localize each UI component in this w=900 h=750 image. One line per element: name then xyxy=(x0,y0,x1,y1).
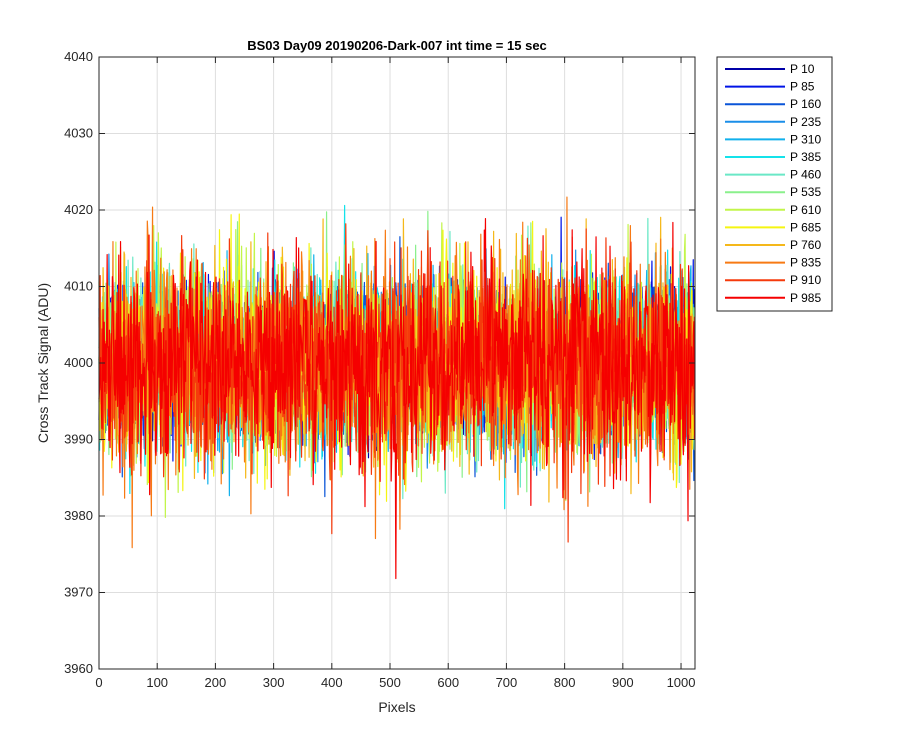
x-tick-label: 900 xyxy=(612,675,634,690)
y-axis-label: Cross Track Signal (ADU) xyxy=(35,283,51,443)
y-tick-label: 4030 xyxy=(64,126,93,141)
legend-label: P 235 xyxy=(790,115,821,129)
tick-labels: 0 100 200 300 400 500 600 700 800 900 1000 3960 3970… xyxy=(64,49,695,690)
x-tick-label: 300 xyxy=(263,675,285,690)
tick-marks xyxy=(98,56,695,670)
x-tick-label: 500 xyxy=(379,675,401,690)
y-tick-label: 3990 xyxy=(64,432,93,447)
legend-label: P 910 xyxy=(790,273,821,287)
legend: P 10 P 85 P 160 P 235 P 310 P 385 P 460 P 535 P … xyxy=(716,56,833,312)
plot-area xyxy=(98,56,696,670)
legend-label: P 610 xyxy=(790,203,821,217)
x-tick-label: 1000 xyxy=(667,675,696,690)
x-tick-label: 800 xyxy=(554,675,576,690)
x-axis-label: Pixels xyxy=(378,699,415,715)
series-line-p985 xyxy=(98,218,696,580)
legend-label: P 385 xyxy=(790,150,821,164)
legend-label: P 685 xyxy=(790,220,821,234)
x-tick-label: 100 xyxy=(146,675,168,690)
y-tick-label: 4010 xyxy=(64,279,93,294)
x-tick-label: 700 xyxy=(496,675,518,690)
x-tick-label: 0 xyxy=(95,675,102,690)
y-tick-label: 4020 xyxy=(64,202,93,217)
y-tick-label: 3970 xyxy=(64,585,93,600)
y-tick-label: 4040 xyxy=(64,49,93,64)
legend-label: P 535 xyxy=(790,185,821,199)
legend-items: P 10 P 85 P 160 P 235 P 310 P 385 P 460 P 535 P … xyxy=(725,62,821,305)
x-tick-label: 200 xyxy=(205,675,227,690)
y-tick-label: 3980 xyxy=(64,508,93,523)
series-group xyxy=(98,196,696,580)
y-tick-label: 4000 xyxy=(64,355,93,370)
legend-label: P 310 xyxy=(790,132,821,146)
legend-box xyxy=(716,56,833,312)
legend-label: P 985 xyxy=(790,291,821,305)
legend-label: P 160 xyxy=(790,97,821,111)
legend-label: P 85 xyxy=(790,80,815,94)
y-tick-label: 3960 xyxy=(64,661,93,676)
legend-label: P 460 xyxy=(790,168,821,182)
legend-label: P 10 xyxy=(790,62,815,76)
chart-title: BS03 Day09 20190206-Dark-007 int time = … xyxy=(247,38,547,53)
x-tick-label: 400 xyxy=(321,675,343,690)
legend-label: P 835 xyxy=(790,256,821,270)
legend-label: P 760 xyxy=(790,238,821,252)
x-tick-label: 600 xyxy=(437,675,459,690)
